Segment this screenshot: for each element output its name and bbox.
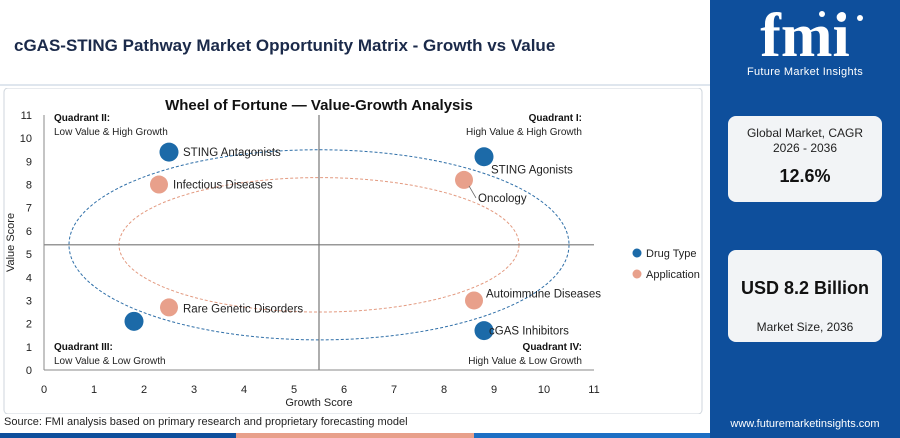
data-point bbox=[465, 291, 483, 310]
legend-label: Application bbox=[646, 269, 700, 281]
legend-label: Drug Type bbox=[646, 248, 697, 260]
leader-line bbox=[468, 185, 477, 199]
y-axis-label: Value Score bbox=[5, 213, 17, 272]
data-point bbox=[474, 147, 494, 167]
footer-url: www.futuremarketinsights.com bbox=[730, 418, 880, 430]
header-divider bbox=[0, 84, 710, 86]
bottom-color-bar bbox=[0, 433, 710, 438]
fmi-logo-icon: fmi bbox=[760, 4, 863, 64]
brand-name: Future Market Insights bbox=[746, 66, 864, 78]
quadrant-subtitle: High Value & Low Growth bbox=[468, 356, 582, 367]
x-tick-label: 11 bbox=[588, 384, 599, 396]
y-tick-label: 1 bbox=[26, 342, 32, 354]
chart-panel bbox=[3, 88, 703, 414]
quadrant-subtitle: High Value & High Growth bbox=[466, 127, 582, 138]
y-tick-label: 6 bbox=[26, 226, 32, 238]
y-tick-label: 0 bbox=[26, 365, 32, 377]
quadrant-title: Quadrant I: bbox=[529, 113, 582, 124]
point-label: Oncology bbox=[478, 193, 527, 205]
logo-text: fmi bbox=[760, 4, 850, 64]
brand-panel: fmi Future Market Insights bbox=[710, 0, 900, 100]
y-tick-label: 10 bbox=[20, 133, 32, 145]
legend-marker bbox=[632, 269, 642, 279]
y-tick-label: 7 bbox=[26, 203, 32, 215]
x-tick-label: 3 bbox=[191, 384, 197, 396]
cagr-label: Global Market, CAGR 2026 - 2036 bbox=[746, 126, 864, 155]
y-tick-label: 9 bbox=[26, 156, 32, 168]
y-tick-label: 3 bbox=[26, 295, 32, 307]
market-size-value: USD 8.2 Billion bbox=[740, 278, 870, 298]
x-tick-label: 9 bbox=[491, 384, 497, 396]
cagr-value: 12.6% bbox=[779, 166, 831, 186]
quadrant-title: Quadrant IV: bbox=[523, 342, 582, 353]
point-label: Autoimmune Diseases bbox=[486, 288, 601, 300]
page-title: cGAS-STING Pathway Market Opportunity Ma… bbox=[14, 36, 556, 55]
data-point bbox=[474, 321, 494, 341]
x-tick-label: 0 bbox=[41, 384, 47, 396]
x-tick-label: 2 bbox=[141, 384, 147, 396]
x-tick-label: 8 bbox=[441, 384, 447, 396]
market-size-label: Market Size, 2036 bbox=[756, 320, 854, 334]
y-tick-label: 5 bbox=[26, 249, 32, 261]
x-tick-label: 5 bbox=[291, 384, 297, 396]
x-tick-label: 6 bbox=[341, 384, 347, 396]
y-tick-label: 8 bbox=[26, 180, 32, 192]
source-note: Source: FMI analysis based on primary re… bbox=[4, 416, 408, 428]
y-tick-label: 2 bbox=[26, 319, 32, 331]
x-tick-label: 4 bbox=[241, 384, 247, 396]
data-point bbox=[160, 298, 178, 317]
x-tick-label: 10 bbox=[538, 384, 550, 396]
quadrant-title: Quadrant II: bbox=[54, 113, 110, 124]
chart-title: Wheel of Fortune — Value-Growth Analysis bbox=[165, 97, 473, 114]
y-tick-label: 4 bbox=[26, 272, 32, 284]
quadrant-subtitle: Low Value & High Growth bbox=[54, 127, 168, 138]
legend-marker bbox=[632, 248, 642, 258]
point-label: STING Antagonists bbox=[183, 147, 281, 159]
x-axis-label: Growth Score bbox=[285, 397, 352, 409]
data-point bbox=[150, 175, 168, 194]
data-point bbox=[124, 311, 144, 331]
point-label: STING Agonists bbox=[491, 165, 573, 177]
data-point bbox=[159, 142, 179, 162]
market-size-card: USD 8.2 Billion Market Size, 2036 bbox=[728, 250, 882, 342]
opportunity-matrix-chart: Wheel of Fortune — Value-Growth Analysis… bbox=[3, 88, 703, 414]
x-tick-label: 7 bbox=[391, 384, 397, 396]
point-label: Infectious Diseases bbox=[173, 180, 273, 192]
y-tick-label: 11 bbox=[21, 110, 32, 122]
cagr-card: Global Market, CAGR 2026 - 2036 12.6% bbox=[728, 116, 882, 202]
x-tick-label: 1 bbox=[91, 384, 97, 396]
quadrant-subtitle: Low Value & Low Growth bbox=[54, 356, 166, 367]
quadrant-title: Quadrant III: bbox=[54, 342, 113, 353]
point-label: cGAS Inhibitors bbox=[489, 326, 569, 338]
point-label: Rare Genetic Disorders bbox=[183, 303, 303, 315]
data-point bbox=[455, 170, 473, 189]
